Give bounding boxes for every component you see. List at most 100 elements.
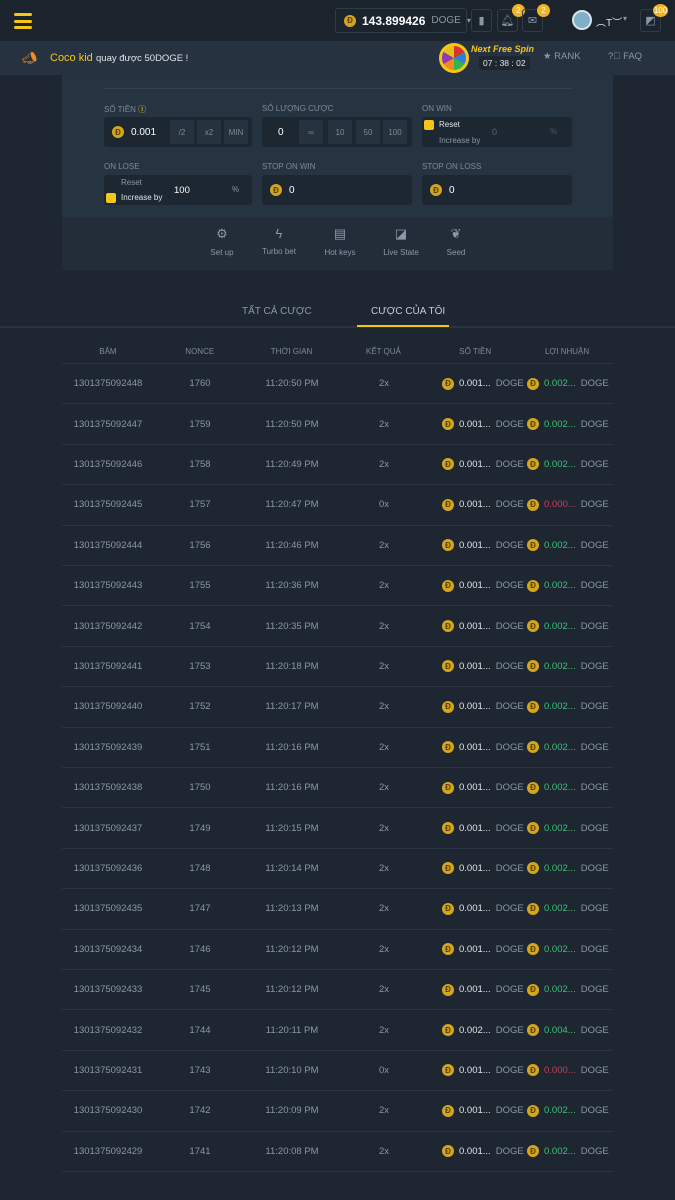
unit: DOGE [580, 660, 609, 672]
hash[interactable]: 1301375092445 [73, 499, 143, 511]
table-row[interactable]: 1301375092436 1748 11:20:14 PM 2x Ð 0.001… [62, 849, 613, 890]
profit: 0.002... [544, 782, 576, 794]
rank-link[interactable]: ★ RANK [543, 51, 581, 62]
result: 2x [378, 418, 390, 430]
table-row[interactable]: 1301375092442 1754 11:20:35 PM 2x Ð 0.001… [62, 606, 613, 647]
table-row[interactable]: 1301375092447 1759 11:20:50 PM 2x Ð 0.001… [62, 404, 613, 445]
menu-icon[interactable] [14, 13, 32, 29]
tab-my-bets[interactable]: CƯỢC CỦA TÔI [371, 306, 446, 317]
infinite-button[interactable]: ∞ [299, 120, 323, 144]
hash[interactable]: 1301375092440 [73, 701, 143, 713]
unit: DOGE [495, 620, 524, 632]
hash[interactable]: 1301375092432 [73, 1024, 143, 1036]
hash[interactable]: 1301375092443 [73, 580, 143, 592]
table-row[interactable]: 1301375092443 1755 11:20:36 PM 2x Ð 0.001… [62, 566, 613, 607]
username[interactable]: ︵T︶ [596, 18, 623, 29]
amount: 0.001... [459, 1064, 491, 1076]
stop-win-field[interactable]: Ð 0 [262, 175, 412, 205]
hot-keys-label: Hot keys [324, 248, 356, 257]
nonce: 1743 [189, 1064, 211, 1076]
turbo-bet-button[interactable]: ϟ Turbo bet [254, 226, 304, 256]
wallet-button[interactable]: ▮ [471, 9, 492, 32]
on-win-increase-label[interactable]: Increase by [439, 136, 481, 145]
tab-all-bets[interactable]: TẤT CẢ CƯỢC [242, 306, 312, 317]
on-win-value-input[interactable]: 0 [492, 127, 498, 137]
half-button[interactable]: /2 [170, 120, 194, 144]
notifications-button[interactable]: 🔔︎ 2 [497, 4, 525, 32]
hash[interactable]: 1301375092434 [73, 943, 143, 955]
table-row[interactable]: 1301375092430 1742 11:20:09 PM 2x Ð 0.001… [62, 1091, 613, 1132]
doge-coin-icon: Ð [442, 377, 454, 390]
table-row[interactable]: 1301375092432 1744 11:20:11 PM 2x Ð 0.002… [62, 1010, 613, 1051]
hash[interactable]: 1301375092429 [73, 1145, 143, 1157]
count-50-button[interactable]: 50 [356, 120, 380, 144]
hash[interactable]: 1301375092441 [73, 660, 143, 672]
table-row[interactable]: 1301375092441 1753 11:20:18 PM 2x Ð 0.001… [62, 647, 613, 688]
stop-loss-field[interactable]: Ð 0 [422, 175, 572, 205]
result: 2x [378, 943, 390, 955]
hash[interactable]: 1301375092447 [73, 418, 143, 430]
profit: 0.002... [544, 539, 576, 551]
on-win-reset-checkbox[interactable] [424, 120, 434, 130]
live-state-button[interactable]: ◪ Live State [376, 226, 426, 257]
on-lose-increase-label[interactable]: Increase by [121, 193, 163, 202]
on-lose-increase-checkbox[interactable] [106, 193, 116, 203]
result: 2x [378, 1024, 390, 1036]
doge-coin-icon: Ð [442, 1024, 454, 1037]
spin-wheel-icon[interactable] [439, 43, 469, 73]
table-row[interactable]: 1301375092448 1760 11:20:50 PM 2x Ð 0.001… [62, 364, 613, 405]
nonce: 1757 [189, 499, 211, 511]
hash[interactable]: 1301375092446 [73, 458, 143, 470]
on-win-reset-label[interactable]: Reset [439, 120, 460, 129]
on-lose-reset-label[interactable]: Reset [121, 178, 142, 187]
avatar[interactable] [572, 10, 592, 30]
table-row[interactable]: 1301375092429 1741 11:20:08 PM 2x Ð 0.001… [62, 1132, 613, 1172]
table-row[interactable]: 1301375092444 1756 11:20:46 PM 2x Ð 0.001… [62, 526, 613, 566]
hash[interactable]: 1301375092431 [73, 1064, 143, 1076]
table-row[interactable]: 1301375092431 1743 11:20:10 PM 0x Ð 0.001… [62, 1051, 613, 1092]
table-row[interactable]: 1301375092439 1751 11:20:16 PM 2x Ð 0.001… [62, 728, 613, 768]
col-profit: LỢI NHUẬN [544, 347, 590, 356]
min-button[interactable]: MIN [224, 120, 248, 144]
table-row[interactable]: 1301375092446 1758 11:20:49 PM 2x Ð 0.001… [62, 445, 613, 486]
balance-selector[interactable]: Ð 143.899426 DOGE ▾ [335, 8, 471, 33]
level-badge: 100 [653, 4, 668, 17]
hash[interactable]: 1301375092444 [73, 539, 143, 551]
chevron-down-icon[interactable]: ▾ [623, 14, 628, 23]
time: 11:20:10 PM [265, 1064, 319, 1076]
doge-coin-icon: Ð [527, 1145, 539, 1158]
profit: 0.002... [544, 660, 576, 672]
double-button[interactable]: x2 [197, 120, 221, 144]
table-row[interactable]: 1301375092433 1745 11:20:12 PM 2x Ð 0.001… [62, 970, 613, 1011]
hash[interactable]: 1301375092437 [73, 822, 143, 834]
hash[interactable]: 1301375092430 [73, 1105, 143, 1117]
profit: 0.002... [544, 458, 576, 470]
faq-link[interactable]: ?⃝ FAQ [608, 51, 642, 62]
count-10-button[interactable]: 10 [328, 120, 352, 144]
setup-button[interactable]: ⚙ Set up [197, 226, 247, 257]
hash[interactable]: 1301375092435 [73, 903, 143, 915]
table-row[interactable]: 1301375092435 1747 11:20:13 PM 2x Ð 0.001… [62, 889, 613, 930]
unit: DOGE [580, 499, 609, 511]
hash[interactable]: 1301375092438 [73, 782, 143, 794]
on-lose-value-input[interactable]: 100 [174, 185, 190, 196]
hash[interactable]: 1301375092433 [73, 984, 143, 996]
amount-field[interactable]: Ð 0.001 /2 x2 MIN [104, 117, 252, 147]
hash[interactable]: 1301375092436 [73, 862, 143, 874]
table-row[interactable]: 1301375092438 1750 11:20:16 PM 2x Ð 0.001… [62, 768, 613, 809]
table-row[interactable]: 1301375092445 1757 11:20:47 PM 0x Ð 0.001… [62, 485, 613, 526]
unit: DOGE [495, 1064, 524, 1076]
profit: 0.002... [544, 741, 576, 753]
table-row[interactable]: 1301375092437 1749 11:20:15 PM 2x Ð 0.001… [62, 808, 613, 849]
table-row[interactable]: 1301375092434 1746 11:20:12 PM 2x Ð 0.001… [62, 930, 613, 970]
seed-button[interactable]: ❦ Seed [431, 226, 481, 257]
hot-keys-button[interactable]: ▤ Hot keys [315, 226, 365, 257]
hash[interactable]: 1301375092439 [73, 741, 143, 753]
count-100-button[interactable]: 100 [383, 120, 407, 144]
mail-button[interactable]: ✉ 2 [522, 4, 550, 32]
hash[interactable]: 1301375092448 [73, 378, 143, 390]
level-button[interactable]: ◩ 100 [640, 4, 668, 32]
hash[interactable]: 1301375092442 [73, 620, 143, 632]
table-row[interactable]: 1301375092440 1752 11:20:17 PM 2x Ð 0.001… [62, 687, 613, 728]
bet-count-field[interactable]: 0 ∞ 10 50 100 [262, 117, 412, 147]
